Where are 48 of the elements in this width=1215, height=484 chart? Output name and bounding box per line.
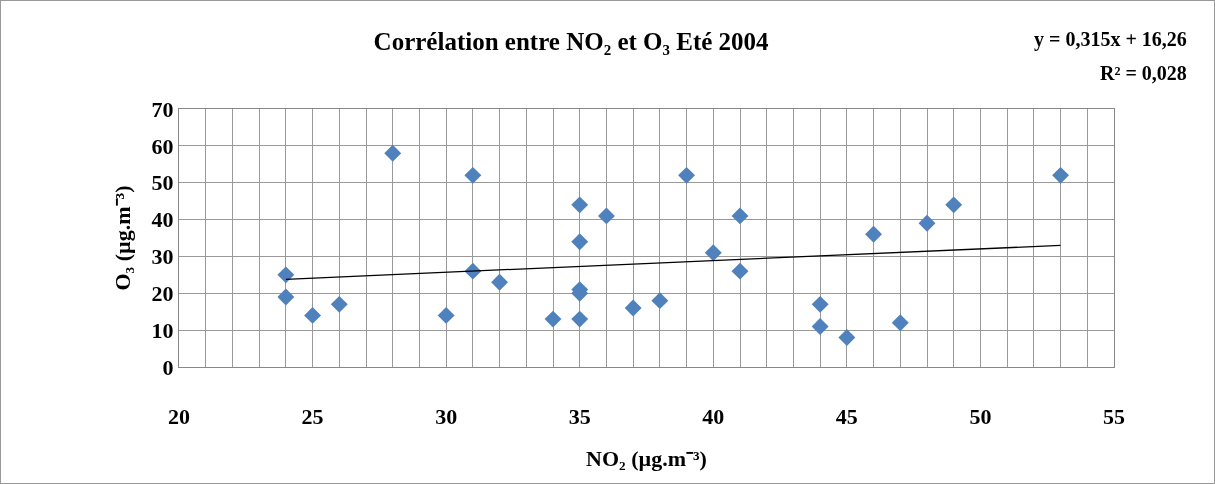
point <box>491 273 509 291</box>
point <box>811 295 829 313</box>
y-tick-label: 40 <box>151 207 174 233</box>
x-tick-label: 50 <box>969 404 992 430</box>
point <box>918 214 936 232</box>
point <box>304 306 322 324</box>
x-tick-label: 25 <box>301 404 324 430</box>
point <box>277 288 295 306</box>
y-tick-label: 20 <box>151 280 174 306</box>
x-tick-label: 20 <box>168 404 190 430</box>
text: y = 0,315x + 16,26 <box>1034 28 1187 51</box>
y-tick-label: 10 <box>151 317 174 343</box>
point <box>437 306 455 324</box>
point <box>330 295 348 313</box>
y-tick-label: 70 <box>151 96 174 122</box>
point <box>571 310 589 328</box>
x-tick-label: 35 <box>568 404 591 430</box>
point <box>464 166 482 184</box>
x-tick-label: 40 <box>702 404 725 430</box>
point <box>1052 166 1070 184</box>
point <box>384 144 402 162</box>
y-tick-label: 30 <box>151 244 174 270</box>
chart-title: Corrélation entre NO₂ et O₃ Eté 2004 <box>373 27 770 55</box>
point <box>838 329 856 346</box>
point <box>678 166 696 184</box>
x-tick-label: 45 <box>835 404 858 430</box>
x-tick-label: 30 <box>435 404 458 430</box>
point <box>571 233 589 251</box>
point <box>704 244 722 262</box>
y-tick-label: 0 <box>162 354 174 380</box>
y-axis-title: O₃ (µg.m⁻³) <box>110 185 136 291</box>
point <box>891 314 909 332</box>
point <box>571 196 589 214</box>
point <box>597 207 615 225</box>
point <box>945 196 963 214</box>
y-tick-label: 60 <box>151 133 174 159</box>
y-tick-label: 50 <box>151 170 174 196</box>
point <box>865 225 883 243</box>
text: R² = 0,028 <box>1100 62 1187 84</box>
point <box>624 299 642 317</box>
point <box>651 292 669 310</box>
point <box>811 318 829 335</box>
x-tick-label: 55 <box>1103 404 1125 430</box>
point <box>731 207 749 225</box>
point <box>544 310 562 328</box>
point <box>277 266 295 284</box>
point <box>731 262 749 280</box>
x-axis-title: NO₂ (µg.m⁻³) <box>586 446 707 472</box>
